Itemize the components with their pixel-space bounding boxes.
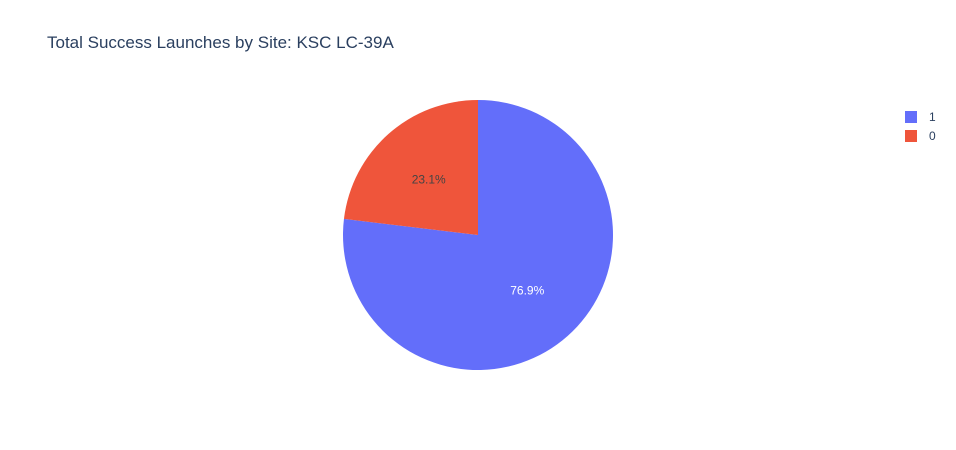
slice-label-0: 23.1% [412,172,446,186]
chart-title: Total Success Launches by Site: KSC LC-3… [47,33,394,52]
legend-swatch [905,110,917,123]
legend-item-0[interactable]: 0 [905,126,936,145]
legend-swatch [905,129,917,142]
legend-label: 1 [929,109,936,124]
legend-label: 0 [929,128,936,143]
pie-slice-0[interactable] [343,100,478,235]
slice-label-1: 76.9% [510,284,544,298]
legend-item-1[interactable]: 1 [905,107,936,126]
